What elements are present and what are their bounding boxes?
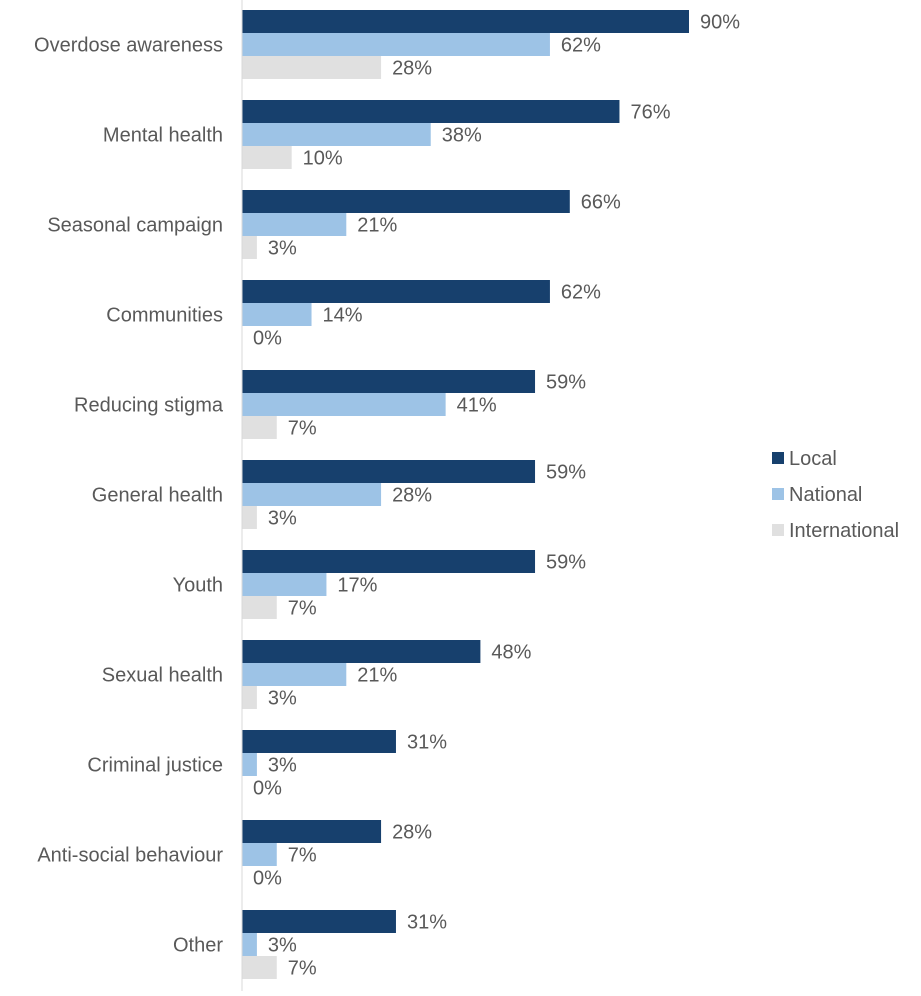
data-label-national-communities: 14% (323, 305, 363, 327)
bar-local-criminal-justice (242, 730, 396, 753)
bar-national-criminal-justice (242, 753, 257, 776)
data-label-international-other: 7% (288, 958, 317, 980)
data-label-local-anti-social-behaviour: 28% (392, 822, 432, 844)
category-label-youth: Youth (173, 575, 223, 597)
bar-local-seasonal-campaign (242, 190, 570, 213)
data-label-local-other: 31% (407, 912, 447, 934)
category-label-seasonal-campaign: Seasonal campaign (47, 215, 223, 237)
category-label-reducing-stigma: Reducing stigma (74, 395, 224, 417)
data-label-local-sexual-health: 48% (491, 642, 531, 664)
data-label-international-general-health: 3% (268, 508, 297, 530)
legend-label-local: Local (789, 448, 837, 470)
legend-label-international: International (789, 520, 899, 542)
legend-swatch-national (772, 488, 784, 500)
bar-international-seasonal-campaign (242, 236, 257, 259)
category-label-general-health: General health (92, 485, 223, 507)
data-label-local-mental-health: 76% (630, 102, 670, 124)
bar-national-general-health (242, 483, 382, 506)
data-label-national-seasonal-campaign: 21% (357, 215, 397, 237)
data-label-national-mental-health: 38% (442, 125, 482, 147)
bar-local-mental-health (242, 100, 620, 123)
data-label-local-reducing-stigma: 59% (546, 372, 586, 394)
bar-national-anti-social-behaviour (242, 843, 277, 866)
bar-local-sexual-health (242, 640, 481, 663)
category-label-criminal-justice: Criminal justice (87, 755, 223, 777)
bar-local-overdose-awareness (242, 10, 689, 33)
bar-local-communities (242, 280, 550, 303)
data-label-international-mental-health: 10% (303, 148, 343, 170)
bar-international-mental-health (242, 146, 292, 169)
bar-national-sexual-health (242, 663, 347, 686)
bar-national-other (242, 933, 257, 956)
data-label-local-criminal-justice: 31% (407, 732, 447, 754)
legend-label-national: National (789, 484, 862, 506)
data-label-national-anti-social-behaviour: 7% (288, 845, 317, 867)
category-label-anti-social-behaviour: Anti-social behaviour (37, 845, 223, 867)
bar-local-reducing-stigma (242, 370, 536, 393)
bar-national-communities (242, 303, 312, 326)
data-label-international-seasonal-campaign: 3% (268, 238, 297, 260)
data-label-international-sexual-health: 3% (268, 688, 297, 710)
bar-international-sexual-health (242, 686, 257, 709)
bar-national-overdose-awareness (242, 33, 550, 56)
data-label-national-other: 3% (268, 935, 297, 957)
data-label-international-youth: 7% (288, 598, 317, 620)
data-labels-layer: 90% 62% 28% 76% 38% 10% 66% 21% 3% 62% 14% 0% 59% 41%… (253, 12, 740, 980)
data-label-local-communities: 62% (561, 282, 601, 304)
data-label-local-seasonal-campaign: 66% (581, 192, 621, 214)
legend: Local National International (772, 448, 899, 542)
category-labels-layer: Overdose awareness Mental health Seasonal … (34, 35, 224, 957)
legend-swatch-local (772, 452, 784, 464)
bar-national-mental-health (242, 123, 431, 146)
data-label-national-general-health: 28% (392, 485, 432, 507)
bar-international-youth (242, 596, 277, 619)
data-label-national-sexual-health: 21% (357, 665, 397, 687)
bar-local-other (242, 910, 396, 933)
data-label-international-anti-social-behaviour: 0% (253, 868, 282, 890)
bar-international-other (242, 956, 277, 979)
bars-layer (242, 10, 689, 979)
legend-swatch-international (772, 524, 784, 536)
data-label-international-reducing-stigma: 7% (288, 418, 317, 440)
data-label-national-overdose-awareness: 62% (561, 35, 601, 57)
data-label-international-communities: 0% (253, 328, 282, 350)
category-label-overdose-awareness: Overdose awareness (34, 35, 223, 57)
data-label-international-overdose-awareness: 28% (392, 58, 432, 80)
bar-local-general-health (242, 460, 536, 483)
data-label-national-reducing-stigma: 41% (457, 395, 497, 417)
bar-local-anti-social-behaviour (242, 820, 382, 843)
bar-international-reducing-stigma (242, 416, 277, 439)
bar-international-overdose-awareness (242, 56, 382, 79)
data-label-local-general-health: 59% (546, 462, 586, 484)
bar-local-youth (242, 550, 536, 573)
category-label-mental-health: Mental health (103, 125, 223, 147)
category-label-communities: Communities (106, 305, 223, 327)
category-label-sexual-health: Sexual health (102, 665, 223, 687)
bar-national-youth (242, 573, 327, 596)
category-label-other: Other (173, 935, 223, 957)
bar-national-reducing-stigma (242, 393, 446, 416)
bar-international-general-health (242, 506, 257, 529)
bar-national-seasonal-campaign (242, 213, 347, 236)
data-label-national-youth: 17% (337, 575, 377, 597)
data-label-national-criminal-justice: 3% (268, 755, 297, 777)
data-label-local-overdose-awareness: 90% (700, 12, 740, 34)
data-label-international-criminal-justice: 0% (253, 778, 282, 800)
data-label-local-youth: 59% (546, 552, 586, 574)
